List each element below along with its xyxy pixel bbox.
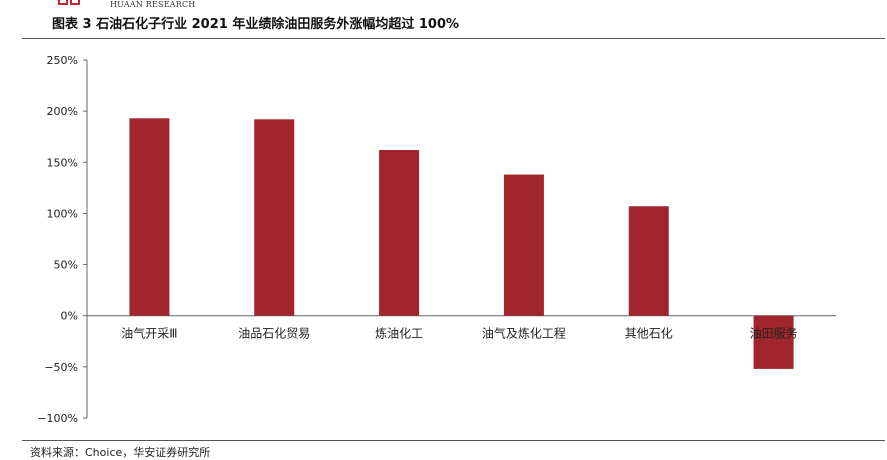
y-tick-label: −100% <box>37 412 78 425</box>
source-note: 资料来源：Choice，华安证券研究所 <box>30 446 211 459</box>
y-tick-label: 0% <box>61 310 78 323</box>
y-tick-label: 200% <box>47 105 78 118</box>
category-label: 其他石化 <box>625 327 673 341</box>
bar-2 <box>254 119 295 316</box>
y-tick-label: 150% <box>47 156 78 169</box>
y-tick-label: 100% <box>47 207 78 220</box>
category-label: 油气开采Ⅲ <box>121 326 177 341</box>
bar-chart: 250% 200% 150% 100% 50% 0% −50% −100% 油气开采Ⅲ 油品石化贸… <box>37 54 836 425</box>
bar-5 <box>628 206 669 316</box>
category-label: 油田服务 <box>750 326 798 341</box>
footer-rule <box>22 440 885 441</box>
bar-6 <box>753 315 794 369</box>
bar-4 <box>503 174 544 316</box>
category-label: 油品石化贸易 <box>238 327 310 341</box>
y-tick-label: 50% <box>54 259 78 272</box>
category-label: 炼油化工 <box>375 326 423 341</box>
header-rule <box>22 38 885 39</box>
bar-1 <box>129 118 170 316</box>
chart-title: 图表 3 石油石化子行业 2021 年业绩除油田服务外涨幅均超过 100% <box>52 17 460 32</box>
y-tick-label: 250% <box>47 54 78 67</box>
category-label: 油气及炼化工程 <box>482 326 566 341</box>
brand-name: HUAAN RESEARCH <box>110 0 196 9</box>
bar-3 <box>379 150 420 316</box>
y-tick-label: −50% <box>44 361 78 374</box>
company-logo <box>58 0 80 5</box>
